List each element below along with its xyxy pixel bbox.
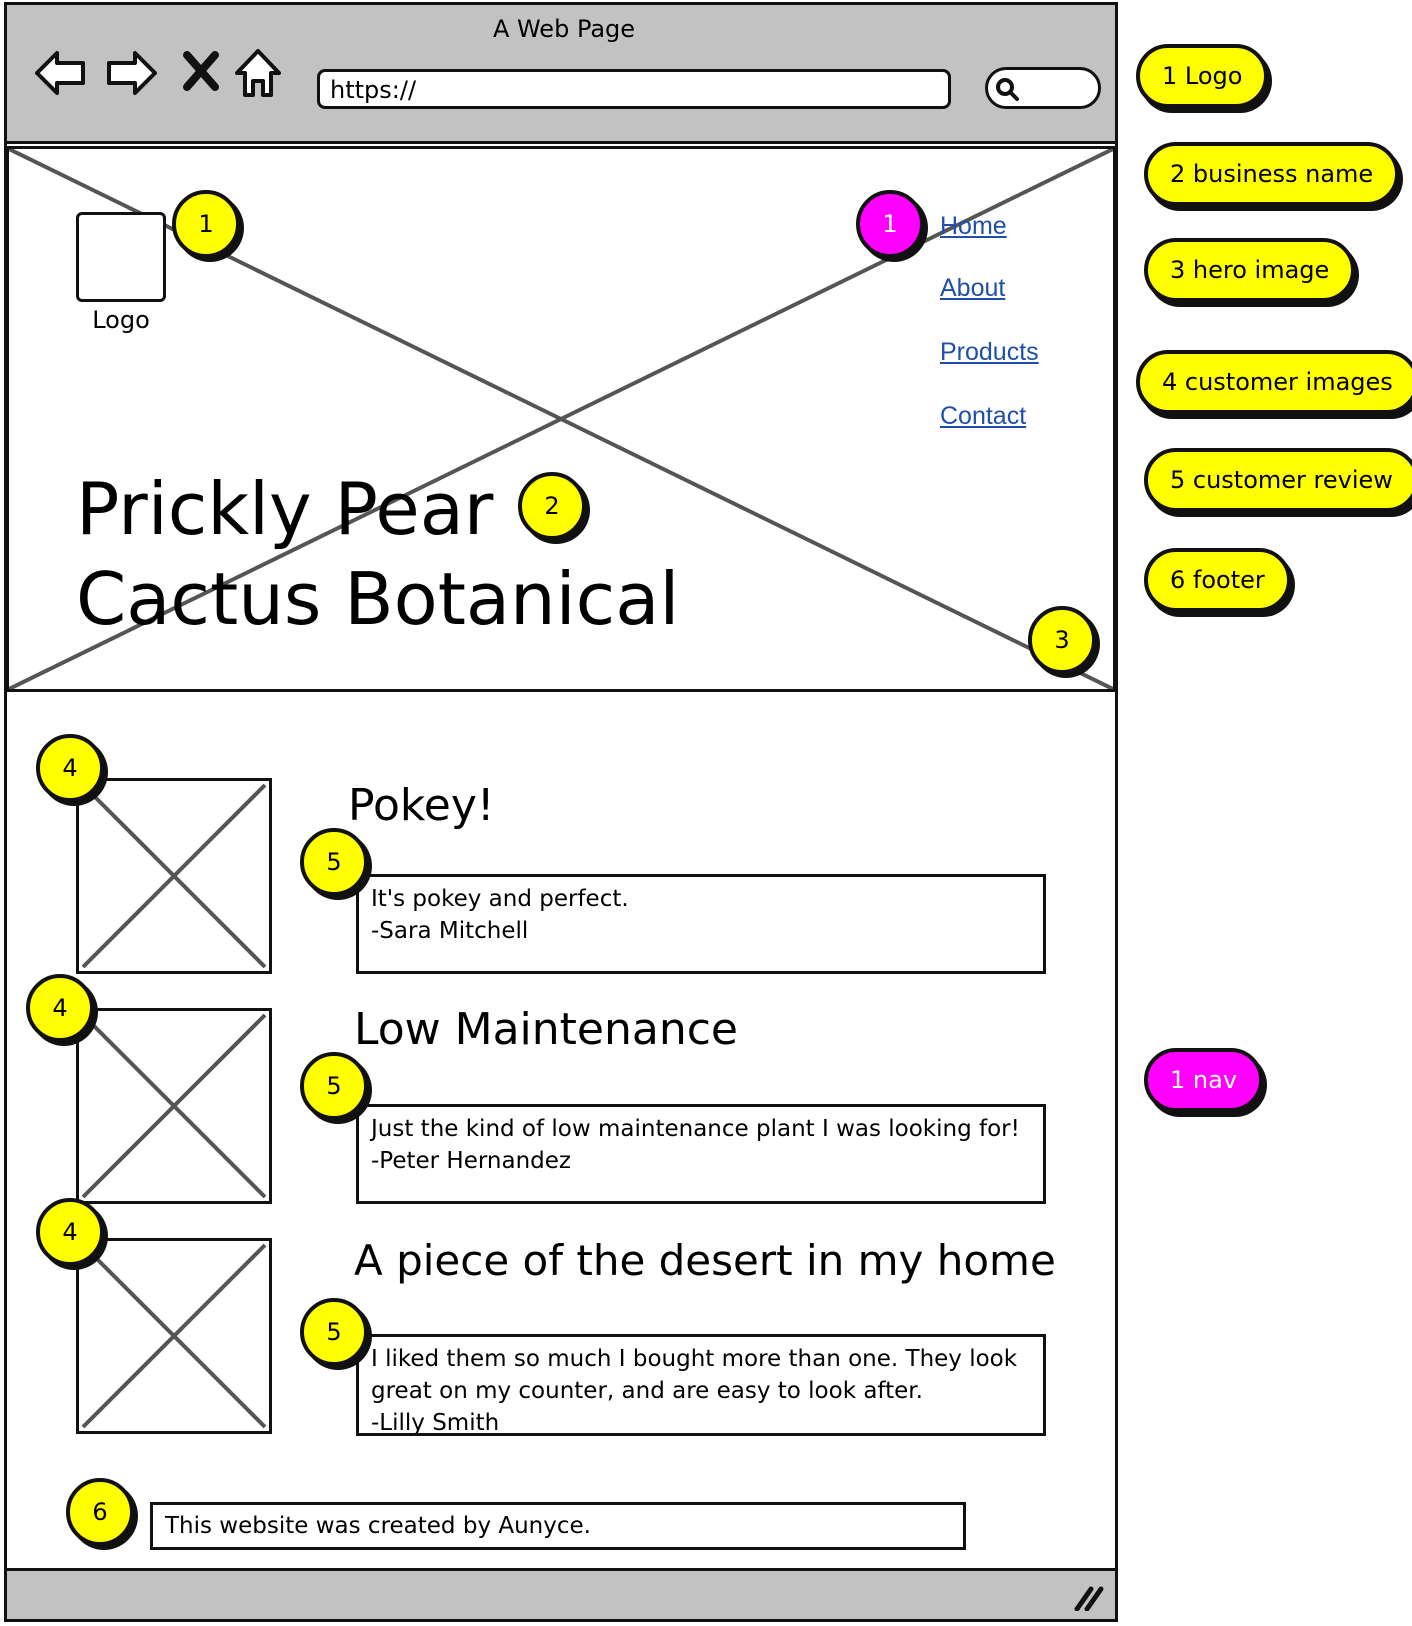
browser-titlebar: A Web Page https:// xyxy=(4,2,1118,144)
legend-customer-review: 5 customer review xyxy=(1144,448,1412,512)
review-heading-2: Low Maintenance xyxy=(354,1004,738,1055)
legend-hero-image: 3 hero image xyxy=(1144,238,1356,302)
badge-footer: 6 xyxy=(66,1478,134,1546)
business-name-line1: Prickly Pear xyxy=(76,467,494,551)
logo-label: Logo xyxy=(92,306,150,334)
nav-link-home[interactable]: Home xyxy=(940,212,1007,240)
nav-link-products[interactable]: Products xyxy=(940,338,1039,366)
image-placeholder-cross xyxy=(81,1243,267,1429)
window-title: A Web Page xyxy=(492,15,636,43)
review-heading-1: Pokey! xyxy=(348,780,495,831)
nav-link-contact[interactable]: Contact xyxy=(940,402,1027,430)
review-text-line1: I liked them so much I bought more than … xyxy=(371,1346,1018,1372)
legend-customer-images: 4 customer images xyxy=(1136,350,1412,414)
browser-statusbar xyxy=(4,1568,1118,1622)
customer-review-1: It's pokey and perfect. -Sara Mitchell xyxy=(356,874,1046,974)
badge-customer-review-3: 5 xyxy=(300,1298,368,1366)
legend-logo: 1 Logo xyxy=(1136,44,1269,108)
review-text: Just the kind of low maintenance plant I… xyxy=(371,1116,1020,1142)
badge-customer-review-2: 5 xyxy=(300,1052,368,1120)
legend-business-name: 2 business name xyxy=(1144,142,1400,206)
business-name: Prickly Pear Cactus Botanical xyxy=(76,464,679,644)
business-name-line2: Cactus Botanical xyxy=(76,557,680,641)
customer-image-3 xyxy=(76,1238,272,1434)
badge-customer-image-3: 4 xyxy=(36,1198,104,1266)
image-placeholder-cross xyxy=(81,1013,267,1199)
review-text-line2: great on my counter, and are easy to loo… xyxy=(371,1378,923,1404)
badge-customer-review-1: 5 xyxy=(300,828,368,896)
review-author: -Peter Hernandez xyxy=(371,1148,572,1174)
legend-footer: 6 footer xyxy=(1144,548,1291,612)
badge-customer-image-1: 4 xyxy=(36,734,104,802)
address-text: https:// xyxy=(330,76,417,104)
back-arrow-icon[interactable] xyxy=(33,47,89,99)
review-author: -Lilly Smith xyxy=(371,1410,500,1436)
image-placeholder-cross xyxy=(81,783,267,969)
legend-nav: 1 nav xyxy=(1144,1048,1264,1112)
footer-text: This website was created by Aunyce. xyxy=(165,1513,591,1539)
badge-logo: 1 xyxy=(172,190,240,258)
logo-placeholder xyxy=(76,212,166,302)
hero-image-placeholder xyxy=(6,146,1116,692)
search-icon xyxy=(994,76,1020,106)
resize-grip-icon[interactable] xyxy=(1073,1585,1105,1615)
nav-link-about[interactable]: About xyxy=(940,274,1006,302)
address-bar[interactable]: https:// xyxy=(317,69,951,109)
footer: This website was created by Aunyce. xyxy=(150,1502,966,1550)
search-box[interactable] xyxy=(985,67,1101,109)
customer-review-2: Just the kind of low maintenance plant I… xyxy=(356,1104,1046,1204)
review-text: It's pokey and perfect. xyxy=(371,886,629,912)
review-author: -Sara Mitchell xyxy=(371,918,529,944)
badge-hero-image: 3 xyxy=(1028,606,1096,674)
close-x-icon[interactable] xyxy=(183,51,219,91)
badge-nav: 1 xyxy=(856,190,924,258)
badge-customer-image-2: 4 xyxy=(26,974,94,1042)
forward-arrow-icon[interactable] xyxy=(103,47,159,99)
home-icon[interactable] xyxy=(233,47,283,99)
customer-image-2 xyxy=(76,1008,272,1204)
customer-image-1 xyxy=(76,778,272,974)
customer-review-3: I liked them so much I bought more than … xyxy=(356,1334,1046,1436)
badge-business-name: 2 xyxy=(518,472,586,540)
review-heading-3: A piece of the desert in my home xyxy=(354,1236,1056,1285)
